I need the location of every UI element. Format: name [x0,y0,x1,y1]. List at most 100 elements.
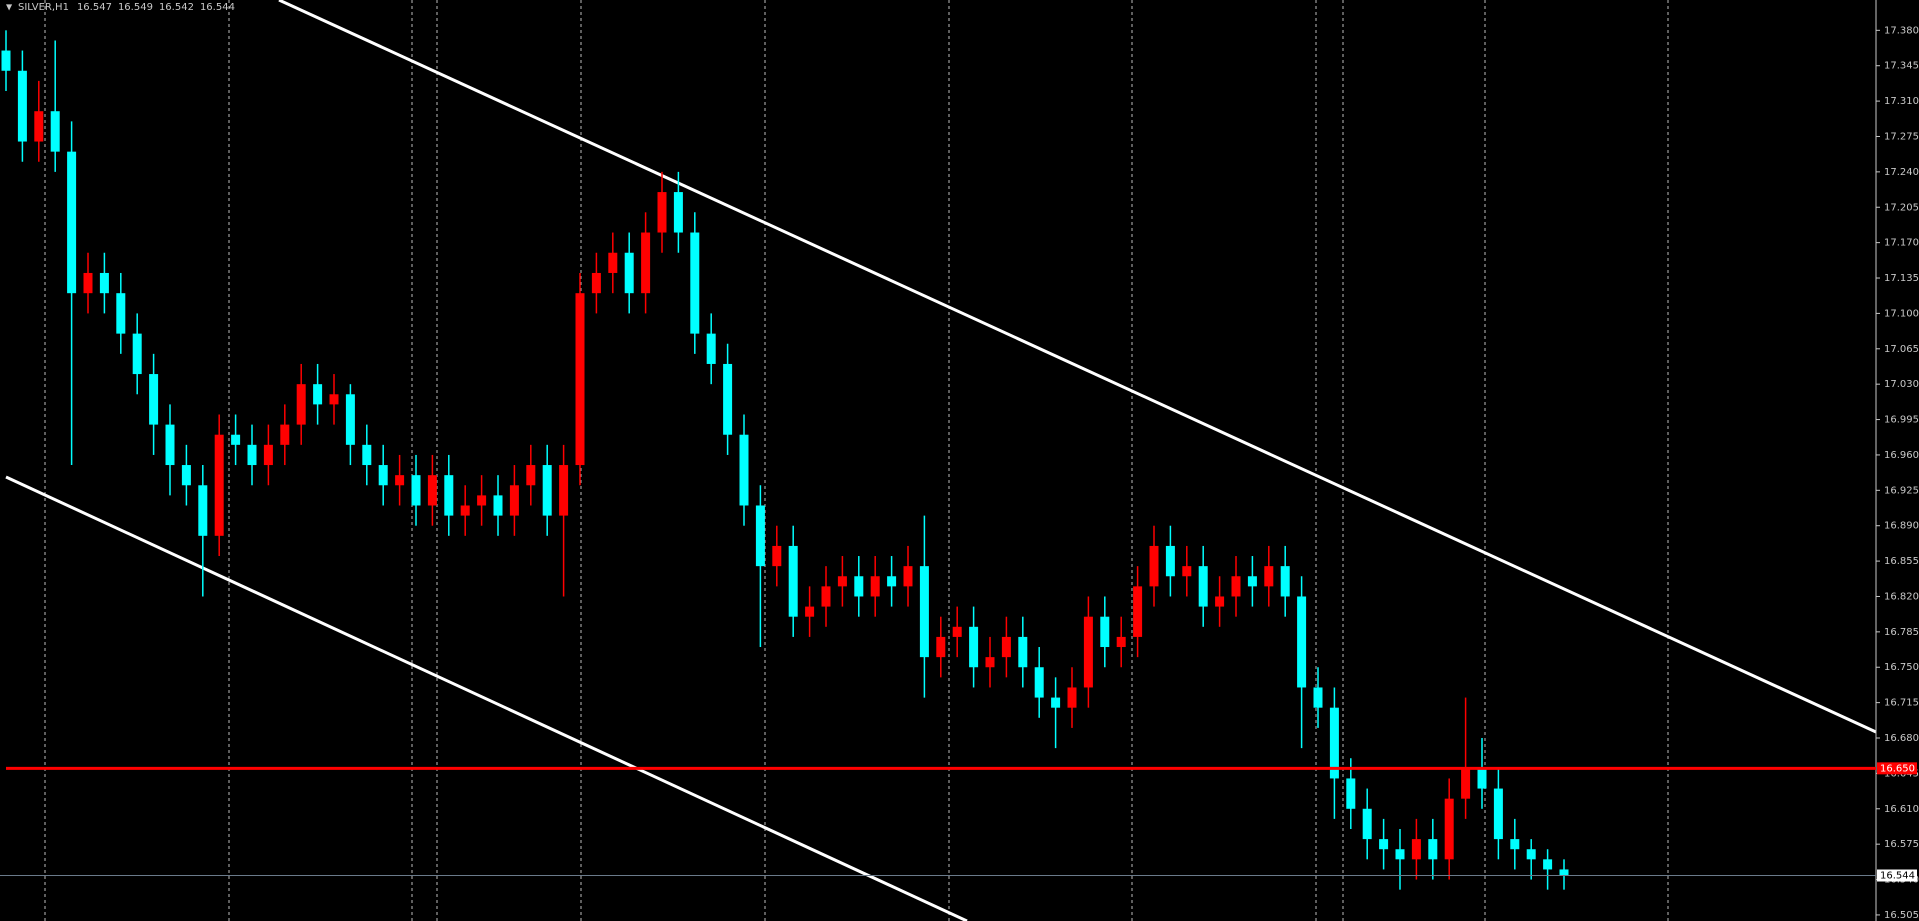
candle-body [559,465,569,516]
y-tick-label: 16.715 [1884,698,1919,709]
candle-body [657,192,667,233]
last-price-label: 16.544 [1880,871,1915,882]
candle-body [919,566,929,658]
header-value: 16.547 [77,2,112,13]
candle-body [214,434,224,536]
y-tick-label: 16.960 [1884,450,1919,461]
candle-body [263,444,273,466]
candle-body [821,586,831,607]
candle-body [509,485,519,516]
y-tick-label: 17.135 [1884,273,1919,284]
symbol-title: SILVER,H1 [18,2,69,13]
y-tick-label: 16.575 [1884,839,1919,850]
candle-body [1461,768,1471,799]
candle-body [1493,788,1503,840]
candle-body [526,465,536,486]
candle-body [395,475,405,486]
candle-body [280,424,290,445]
candle-body [444,475,454,516]
candle-body [1198,566,1208,607]
candle-body [17,70,27,142]
candle-body [755,505,765,567]
candle-body [1411,839,1421,860]
header-arrow: ▼ [6,3,13,12]
candle-body [1395,849,1405,860]
candle-body [591,272,601,294]
candle-body [1051,697,1061,708]
trend-line-upper [278,0,1877,734]
y-tick-label: 17.345 [1884,61,1919,72]
candle-body [345,394,355,445]
header-value: 16.544 [200,2,235,13]
y-tick-label: 17.240 [1884,167,1919,178]
candle-body [313,384,323,405]
header-value: 16.549 [118,2,153,13]
candle-body [149,374,159,425]
candle-body [378,465,388,486]
candle-body [1083,616,1093,688]
candle-body [99,272,109,294]
candle-body [1231,576,1241,597]
candle-body [67,151,77,294]
candle-body [870,576,880,597]
candle-body [1264,566,1274,587]
candle-body [1379,839,1389,850]
level-label: 16.650 [1880,763,1915,774]
candle-body [837,576,847,587]
candle-body [198,485,208,536]
candle-body [1477,768,1487,789]
candle-body [493,495,503,516]
candle-body [83,272,93,294]
candle-body [1444,798,1454,860]
y-tick-label: 16.890 [1884,521,1919,532]
candle-body [50,111,60,152]
y-tick-label: 16.785 [1884,627,1919,638]
y-tick-label: 16.925 [1884,485,1919,496]
candle-body [887,576,897,587]
y-tick-label: 16.505 [1884,910,1919,921]
candle-body [624,252,634,294]
candle-body [1182,566,1192,577]
candle-body [362,444,372,466]
candle-body [231,434,241,445]
candle-body [296,384,306,425]
candle-body [1149,545,1159,587]
candle-body [1329,707,1339,779]
candle-body [411,475,421,506]
candle-body [1133,586,1143,637]
candle-body [641,232,651,294]
y-tick-label: 16.610 [1884,804,1919,815]
level-label-box [1877,762,1917,775]
candle-body [1034,667,1044,698]
candle-body [936,636,946,658]
candle-body [608,252,618,273]
candle-body [1116,636,1126,648]
candle-body [1313,687,1323,708]
candle-body [1001,636,1011,658]
candle-body [1510,839,1520,850]
candle-body [329,394,339,405]
header-value: 16.542 [159,2,194,13]
candle-body [132,333,142,375]
candle-body [788,545,798,617]
candle-body [165,424,175,466]
candle-body [706,333,716,364]
candle-body [1215,596,1225,607]
candle-body [1526,849,1536,860]
y-tick-label: 17.310 [1884,96,1919,107]
candle-body [739,434,749,506]
candle-body [805,606,815,617]
y-tick-label: 17.205 [1884,202,1919,213]
candle-body [1428,839,1438,860]
candle-body [723,363,733,435]
y-tick-label: 16.680 [1884,733,1919,744]
candle-body [690,232,700,334]
candle-body [1165,545,1175,577]
header: ▼ SILVER,H1 16.547 16.549 16.542 16.544 [6,2,235,13]
y-tick-label: 17.100 [1884,308,1919,319]
candle-body [116,293,126,334]
y-tick-label: 17.380 [1884,25,1919,36]
candle-body [969,626,979,668]
candle-body [181,465,191,486]
